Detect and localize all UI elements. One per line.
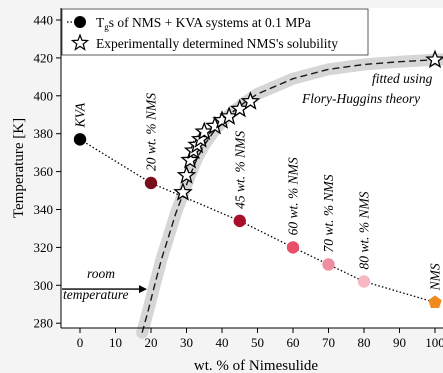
x-tick-label: 20 [145,335,158,350]
legend-entry-tg: Tgs of NMS + KVA systems at 0.1 MPa [96,15,311,32]
solubility-star-marker [180,149,200,169]
x-axis-ticks: 0 10 20 30 40 50 60 70 80 90 100 [77,328,443,350]
y-tick-label: 300 [34,278,54,293]
point-label: 20 wt. % NMS [144,93,159,171]
room-annotation-line1: room [87,266,115,281]
legend-star-marker [70,33,90,51]
tg-point-marker [357,275,371,288]
x-tick-label: 70 [322,335,335,350]
solubility-star-marker [425,49,443,69]
x-tick-label: 0 [77,335,84,350]
y-tick-label: 380 [34,126,54,141]
tg-series [73,133,442,309]
solubility-star-marker [240,91,261,110]
y-tick-label: 320 [34,240,54,255]
tg-point-marker [286,241,300,254]
axes: 0 10 20 30 40 50 60 70 80 90 100 280 300 320 340 360 38… [34,8,443,350]
point-label: 45 wt. % NMS [232,131,247,209]
room-arrow-head [139,285,147,294]
y-tick-label: 440 [34,13,54,28]
tg-point-marker [233,214,246,228]
point-labels: KVA 20 wt. % NMS 45 wt. % NMS 60 wt. % NMS 7… [73,93,443,292]
tg-point-marker [144,176,158,190]
x-tick-label: 90 [393,335,406,350]
y-tick-label: 360 [34,164,54,179]
point-label: NMS [428,263,443,291]
x-tick-label: 60 [287,335,300,350]
room-annotation-line2: temperature [63,287,128,302]
x-tick-label: 30 [180,335,193,350]
tg-point-marker [428,295,442,309]
solubility-star-marker [176,165,197,184]
plot-area [61,8,443,328]
legend-box [61,8,369,56]
legend: Tgs of NMS + KVA systems at 0.1 MPa Expe… [61,8,369,56]
y-tick-label: 420 [34,50,54,65]
point-label: 60 wt. % NMS [286,157,301,235]
y-tick-label: 280 [34,316,54,331]
point-label: KVA [73,102,88,128]
legend-circle-marker [74,16,86,28]
x-tick-label: 80 [358,335,371,350]
y-axis-title: Temperature [K] [11,118,27,218]
tg-point-marker [73,133,87,146]
fit-annotation-line1: fitted using [372,71,433,86]
solubility-star-marker [173,182,193,201]
y-axis-ticks: 280 300 320 340 360 380 400 420 440 [34,13,61,331]
fit-annotation-line2: Flory-Huggins theory [301,91,420,106]
room-temperature-arrow [62,285,147,294]
x-tick-label: 100 [425,335,443,350]
x-tick-label: 10 [109,335,122,350]
tg-point-marker [322,258,335,271]
solubility-series [173,49,443,201]
legend-entry-solubility: Experimentally determined NMS's solubili… [96,36,338,51]
x-axis-title: wt. % of Nimesulide [194,358,318,373]
point-label: 80 wt. % NMS [357,191,372,269]
x-tick-label: 40 [216,335,229,350]
y-tick-label: 340 [34,202,54,217]
x-tick-label: 50 [251,335,264,350]
point-label: 70 wt. % NMS [321,174,336,252]
y-tick-label: 400 [34,88,54,103]
